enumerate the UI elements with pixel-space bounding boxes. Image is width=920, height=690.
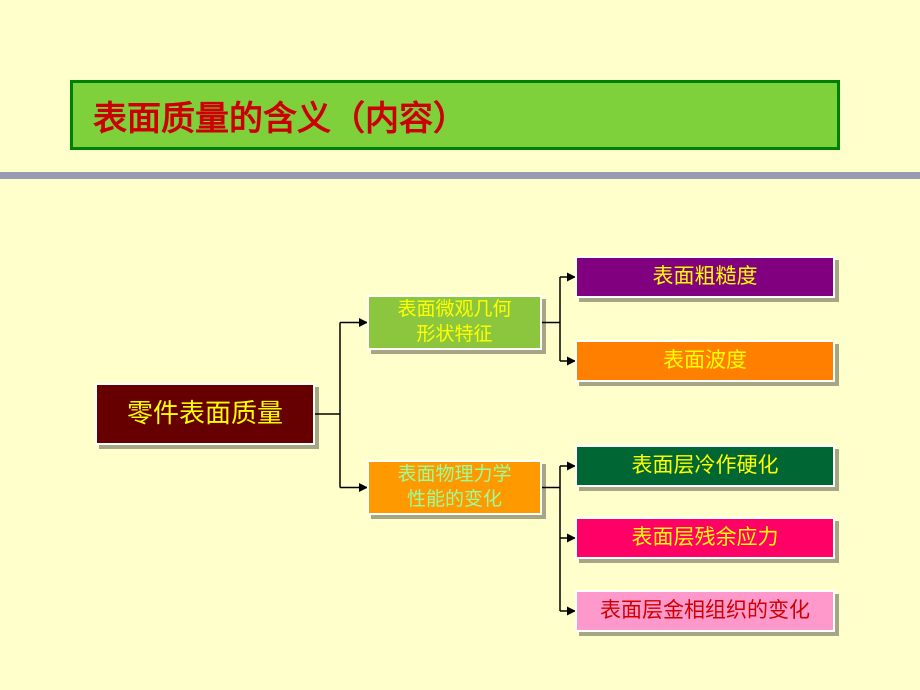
node-leaf4: 表面层残余应力: [575, 517, 835, 559]
node-mid2: 表面物理力学性能的变化: [367, 460, 542, 515]
node-leaf2-label: 表面波度: [663, 347, 747, 374]
node-leaf5: 表面层金相组织的变化: [575, 590, 835, 632]
node-mid1-label: 表面微观几何形状特征: [397, 298, 511, 347]
node-mid1: 表面微观几何形状特征: [367, 295, 542, 350]
node-leaf4-label: 表面层残余应力: [632, 524, 779, 551]
node-leaf1: 表面粗糙度: [575, 256, 835, 298]
divider: [0, 172, 920, 179]
node-root-label: 零件表面质量: [127, 397, 283, 431]
slide-canvas: 表面质量的含义（内容） 零件表面质量 表面微观几何形状特征 表面物理力学性能的变…: [0, 0, 920, 690]
node-leaf2: 表面波度: [575, 340, 835, 382]
node-root: 零件表面质量: [95, 383, 315, 445]
node-leaf3-label: 表面层冷作硬化: [632, 452, 779, 479]
title-text: 表面质量的含义（内容）: [93, 91, 467, 140]
title-box: 表面质量的含义（内容）: [70, 80, 840, 150]
node-leaf3: 表面层冷作硬化: [575, 445, 835, 487]
node-leaf1-label: 表面粗糙度: [653, 263, 758, 290]
node-mid2-label: 表面物理力学性能的变化: [397, 463, 511, 512]
node-leaf5-label: 表面层金相组织的变化: [600, 597, 810, 624]
